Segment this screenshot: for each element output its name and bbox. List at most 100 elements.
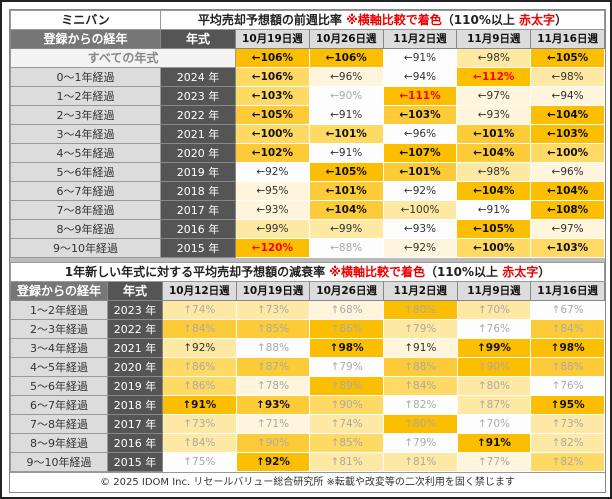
ratio-cell: ←103% — [530, 124, 605, 144]
ratio-cell: ←95% — [235, 181, 310, 201]
age-label: 4～5年経過 — [10, 143, 161, 163]
ratio-cell: ←100% — [235, 124, 310, 144]
ratio-cell: ←92% — [235, 162, 310, 182]
table-row: 1～2年経過 2023 年 ↑74% ↑73% ↑68% ↑80% ↑70% ↑67% — [10, 300, 605, 320]
ratio-cell: ↑78% — [235, 376, 311, 396]
week-header: 10月12日週 — [162, 281, 237, 301]
title-paren: （110%以上 — [441, 12, 520, 27]
ratio-cell: ↑73% — [162, 414, 237, 434]
ratio-cell: ←108% — [530, 200, 605, 220]
table-row: 2～3年経過 2022 年 ←105% ←91% ←103% ←93% ←104% — [10, 105, 605, 125]
ratio-cell: ←88% — [308, 238, 384, 258]
ratio-cell: ←100% — [382, 200, 458, 220]
model-year: 2016 年 — [107, 433, 163, 453]
ratio-cell: ←92% — [382, 181, 458, 201]
ratio-cell: ←107% — [382, 143, 458, 163]
model-year: 2023 年 — [160, 86, 236, 106]
ratio-cell: ←103% — [530, 238, 605, 258]
age-label: 5～6年経過 — [10, 376, 108, 396]
ratio-cell: ↑76% — [456, 319, 532, 339]
week-header: 11月16日週 — [530, 29, 605, 49]
ratio-cell: ←106% — [235, 48, 310, 68]
ratio-cell: ←104% — [308, 200, 384, 220]
ratio-cell: ←93% — [235, 200, 310, 220]
ratio-cell: ←92% — [382, 238, 458, 258]
ratio-cell: ↑82% — [530, 433, 605, 453]
ratio-cell: ←91% — [308, 143, 384, 163]
ratio-cell: ←98% — [456, 162, 532, 182]
ratio-cell: ↑91% — [162, 395, 237, 415]
ratio-cell: ↑90% — [309, 395, 384, 415]
table-row: 9～10年経過 2015 年 ↑75% ↑92% ↑81% ↑81% ↑77% ↑82% — [10, 452, 605, 472]
table-title: 平均売却予想額の前週比率 ※横軸比較で着色（110%以上 赤太字） — [160, 10, 605, 30]
ratio-cell: ↑91% — [456, 433, 532, 453]
ratio-cell: ↑80% — [456, 376, 532, 396]
table-row: 7～8年経過 2017 年 ↑73% ↑71% ↑74% ↑80% ↑70% ↑73% — [10, 414, 605, 434]
ratio-cell: ↑74% — [309, 414, 384, 434]
model-year: 2016 年 — [160, 219, 236, 239]
ratio-cell: ←101% — [456, 124, 532, 144]
age-label: 5～6年経過 — [10, 162, 161, 182]
ratio-cell: ↑92% — [235, 452, 311, 472]
weekly-ratio-table: ミニバン 平均売却予想額の前週比率 ※横軸比較で着色（110%以上 赤太字） 登… — [10, 10, 605, 258]
ratio-cell: ←111% — [382, 86, 458, 106]
table-row: 6～7年経過 2018 年 ←95% ←101% ←92% ←104% ←104% — [10, 181, 605, 201]
ratio-cell: ←93% — [382, 219, 458, 239]
ratio-cell: ↑76% — [530, 376, 605, 396]
model-year: 2018 年 — [160, 181, 236, 201]
week-header: 11月16日週 — [530, 281, 605, 301]
title-paren: （110%以上 — [424, 264, 503, 279]
ratio-cell: ↑67% — [530, 300, 605, 320]
ratio-cell: ↑81% — [382, 452, 458, 472]
age-label: 1～2年経過 — [10, 300, 108, 320]
ratio-cell: ↑88% — [235, 338, 311, 358]
title-red-label: 赤太字 — [502, 264, 539, 279]
model-year: 2015 年 — [160, 238, 236, 258]
table-row: 0～1年経過 2024 年 ←106% ←96% ←94% ←112% ←98% — [10, 67, 605, 87]
title-paren-close: ） — [555, 12, 568, 27]
ratio-cell: ↑84% — [162, 319, 237, 339]
ratio-cell: ←98% — [530, 67, 605, 87]
ratio-cell: ←99% — [308, 219, 384, 239]
model-year: 2019 年 — [107, 376, 163, 396]
ratio-cell: ↑82% — [530, 452, 605, 472]
age-label: 2～3年経過 — [10, 105, 161, 125]
age-label: 7～8年経過 — [10, 200, 161, 220]
model-year: 2024 年 — [160, 67, 236, 87]
title-note: ※横軸比較で着色 — [329, 264, 425, 279]
ratio-cell: ↑70% — [456, 414, 532, 434]
ratio-cell: ←97% — [530, 219, 605, 239]
ratio-cell: ←106% — [235, 67, 310, 87]
copyright-footer: © 2025 IDOM Inc. リセールバリュー総合研究所 ※転載や改変等の二… — [10, 472, 605, 492]
title-note: ※横軸比較で着色 — [346, 12, 442, 27]
ratio-cell: ←101% — [308, 124, 384, 144]
table-row: 7～8年経過 2017 年 ←93% ←104% ←100% ←91% ←108% — [10, 200, 605, 220]
model-year: 2020 年 — [107, 357, 163, 377]
table-title: 1年新しい年式に対する平均売却予想額の減衰率 ※横軸比較で着色（110%以上 赤… — [10, 262, 605, 282]
ratio-cell: ←105% — [530, 48, 605, 68]
age-label: 4～5年経過 — [10, 357, 108, 377]
ratio-cell: ←112% — [456, 67, 532, 87]
week-header: 11月9日週 — [456, 29, 532, 49]
age-label: 3～4年経過 — [10, 338, 108, 358]
ratio-cell: ↑79% — [382, 319, 458, 339]
ratio-cell: ↑85% — [309, 433, 384, 453]
ratio-cell: ↑92% — [162, 338, 237, 358]
week-header: 10月26日週 — [308, 29, 384, 49]
age-label: 1～2年経過 — [10, 86, 161, 106]
ratio-cell: ←91% — [382, 48, 458, 68]
ratio-cell: ←104% — [530, 105, 605, 125]
ratio-cell: ↑84% — [382, 376, 458, 396]
model-year: 2023 年 — [107, 300, 163, 320]
table-row: 1～2年経過 2023 年 ←103% ←90% ←111% ←97% ←94% — [10, 86, 605, 106]
model-year: 2017 年 — [160, 200, 236, 220]
ratio-cell: ←106% — [308, 48, 384, 68]
table-row: 4～5年経過 2020 年 ↑86% ↑87% ↑79% ↑88% ↑90% ↑88% — [10, 357, 605, 377]
ratio-cell: ↑71% — [235, 414, 311, 434]
table-row: 2～3年経過 2022 年 ↑84% ↑85% ↑86% ↑79% ↑76% ↑84% — [10, 319, 605, 339]
ratio-cell: ↑91% — [382, 338, 458, 358]
ratio-cell: ←99% — [235, 219, 310, 239]
ratio-cell: ↑88% — [530, 357, 605, 377]
ratio-cell: ←96% — [530, 162, 605, 182]
